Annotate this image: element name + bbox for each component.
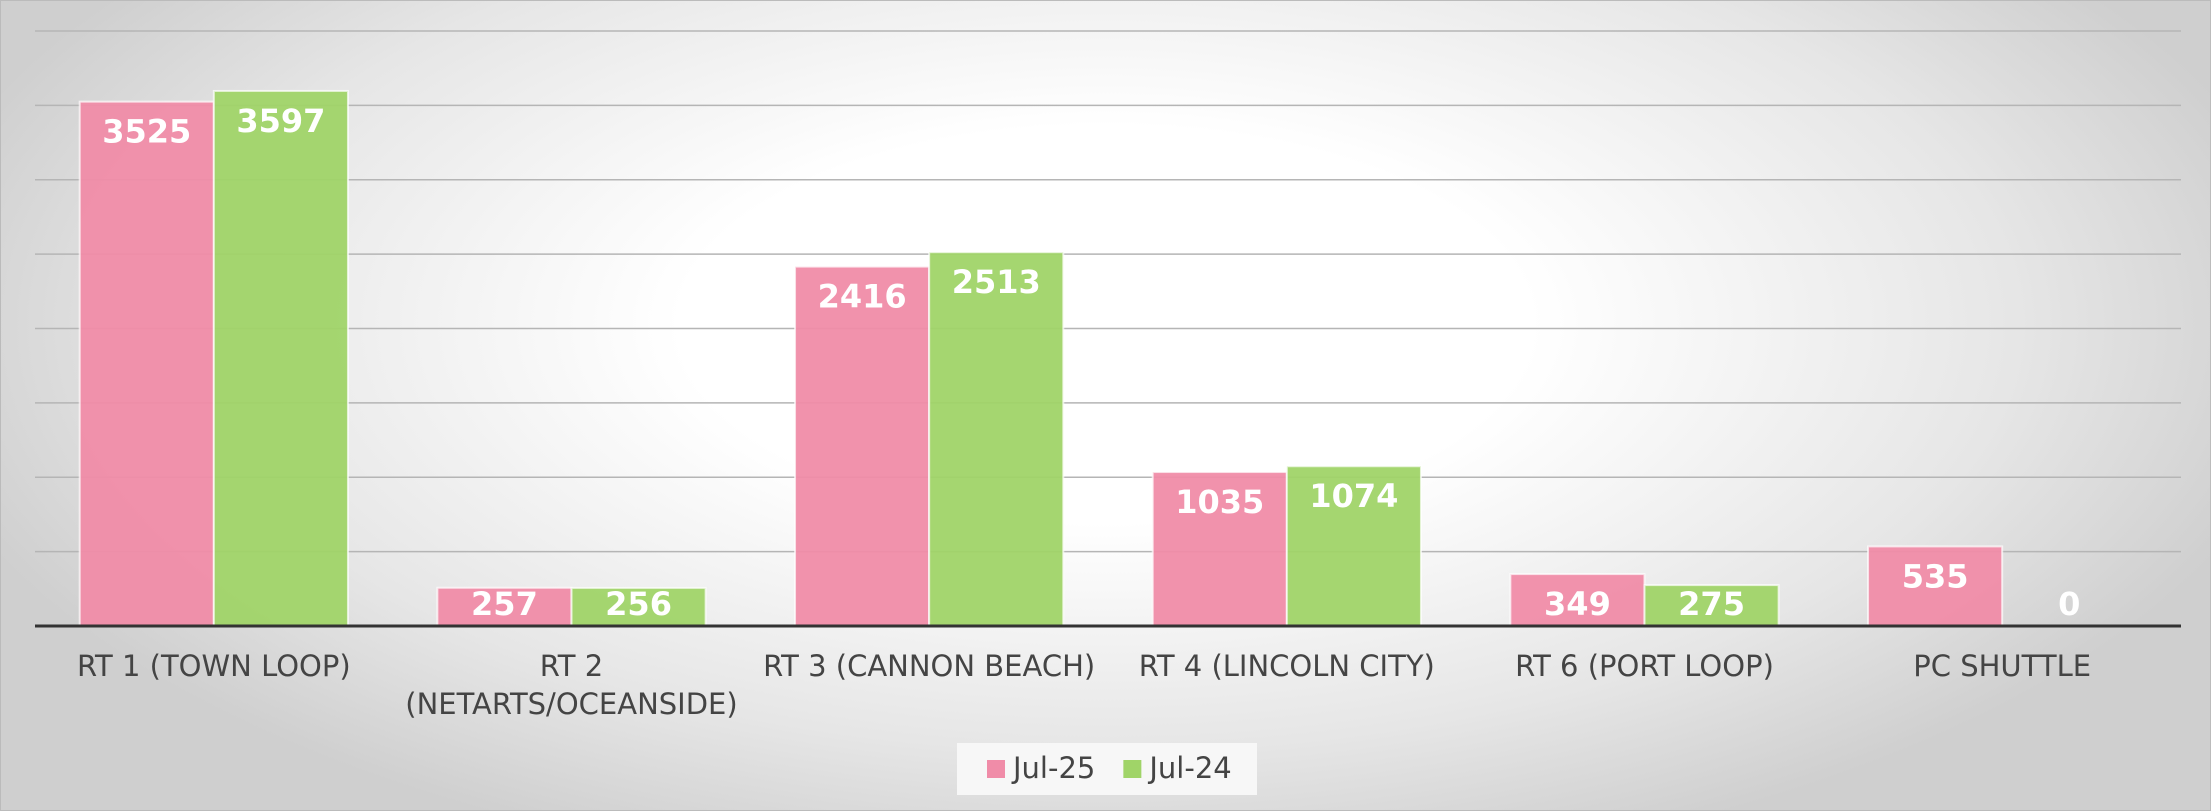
data-label: 1035: [1175, 483, 1264, 521]
x-tick-label: RT 1 (TOWN LOOP): [76, 649, 351, 683]
legend-swatch: [1123, 760, 1142, 778]
x-tick-label: RT 2 (NETARTS/OCEANSIDE): [405, 649, 738, 721]
data-label: 256: [605, 585, 672, 623]
legend-swatch: [987, 760, 1005, 778]
x-tick-label: RT 6 (PORT LOOP): [1515, 649, 1774, 683]
legend-label: Jul-24: [1147, 751, 1231, 785]
data-label: 257: [471, 585, 538, 623]
data-label: 535: [1902, 557, 1969, 595]
data-label: 275: [1678, 585, 1745, 623]
legend-box: [957, 743, 1257, 795]
data-label: 0: [2058, 585, 2080, 623]
data-label: 1074: [1309, 477, 1398, 515]
data-label: 2416: [818, 278, 907, 316]
bar: [928, 251, 1065, 627]
bar: [78, 100, 215, 627]
bar: [1867, 545, 2004, 628]
bar: [212, 89, 349, 628]
data-label: 3597: [236, 102, 325, 140]
bar: [794, 265, 931, 627]
x-tick-label: PC SHUTTLE: [1913, 649, 2092, 683]
legend-label: Jul-25: [1011, 751, 1095, 785]
data-label: 3525: [102, 113, 191, 151]
data-label: 349: [1544, 585, 1611, 623]
data-label: 2513: [952, 263, 1041, 301]
x-tick-label: RT 3 (CANNON BEACH): [763, 649, 1096, 683]
x-tick-label: RT 4 (LINCOLN CITY): [1138, 649, 1435, 683]
